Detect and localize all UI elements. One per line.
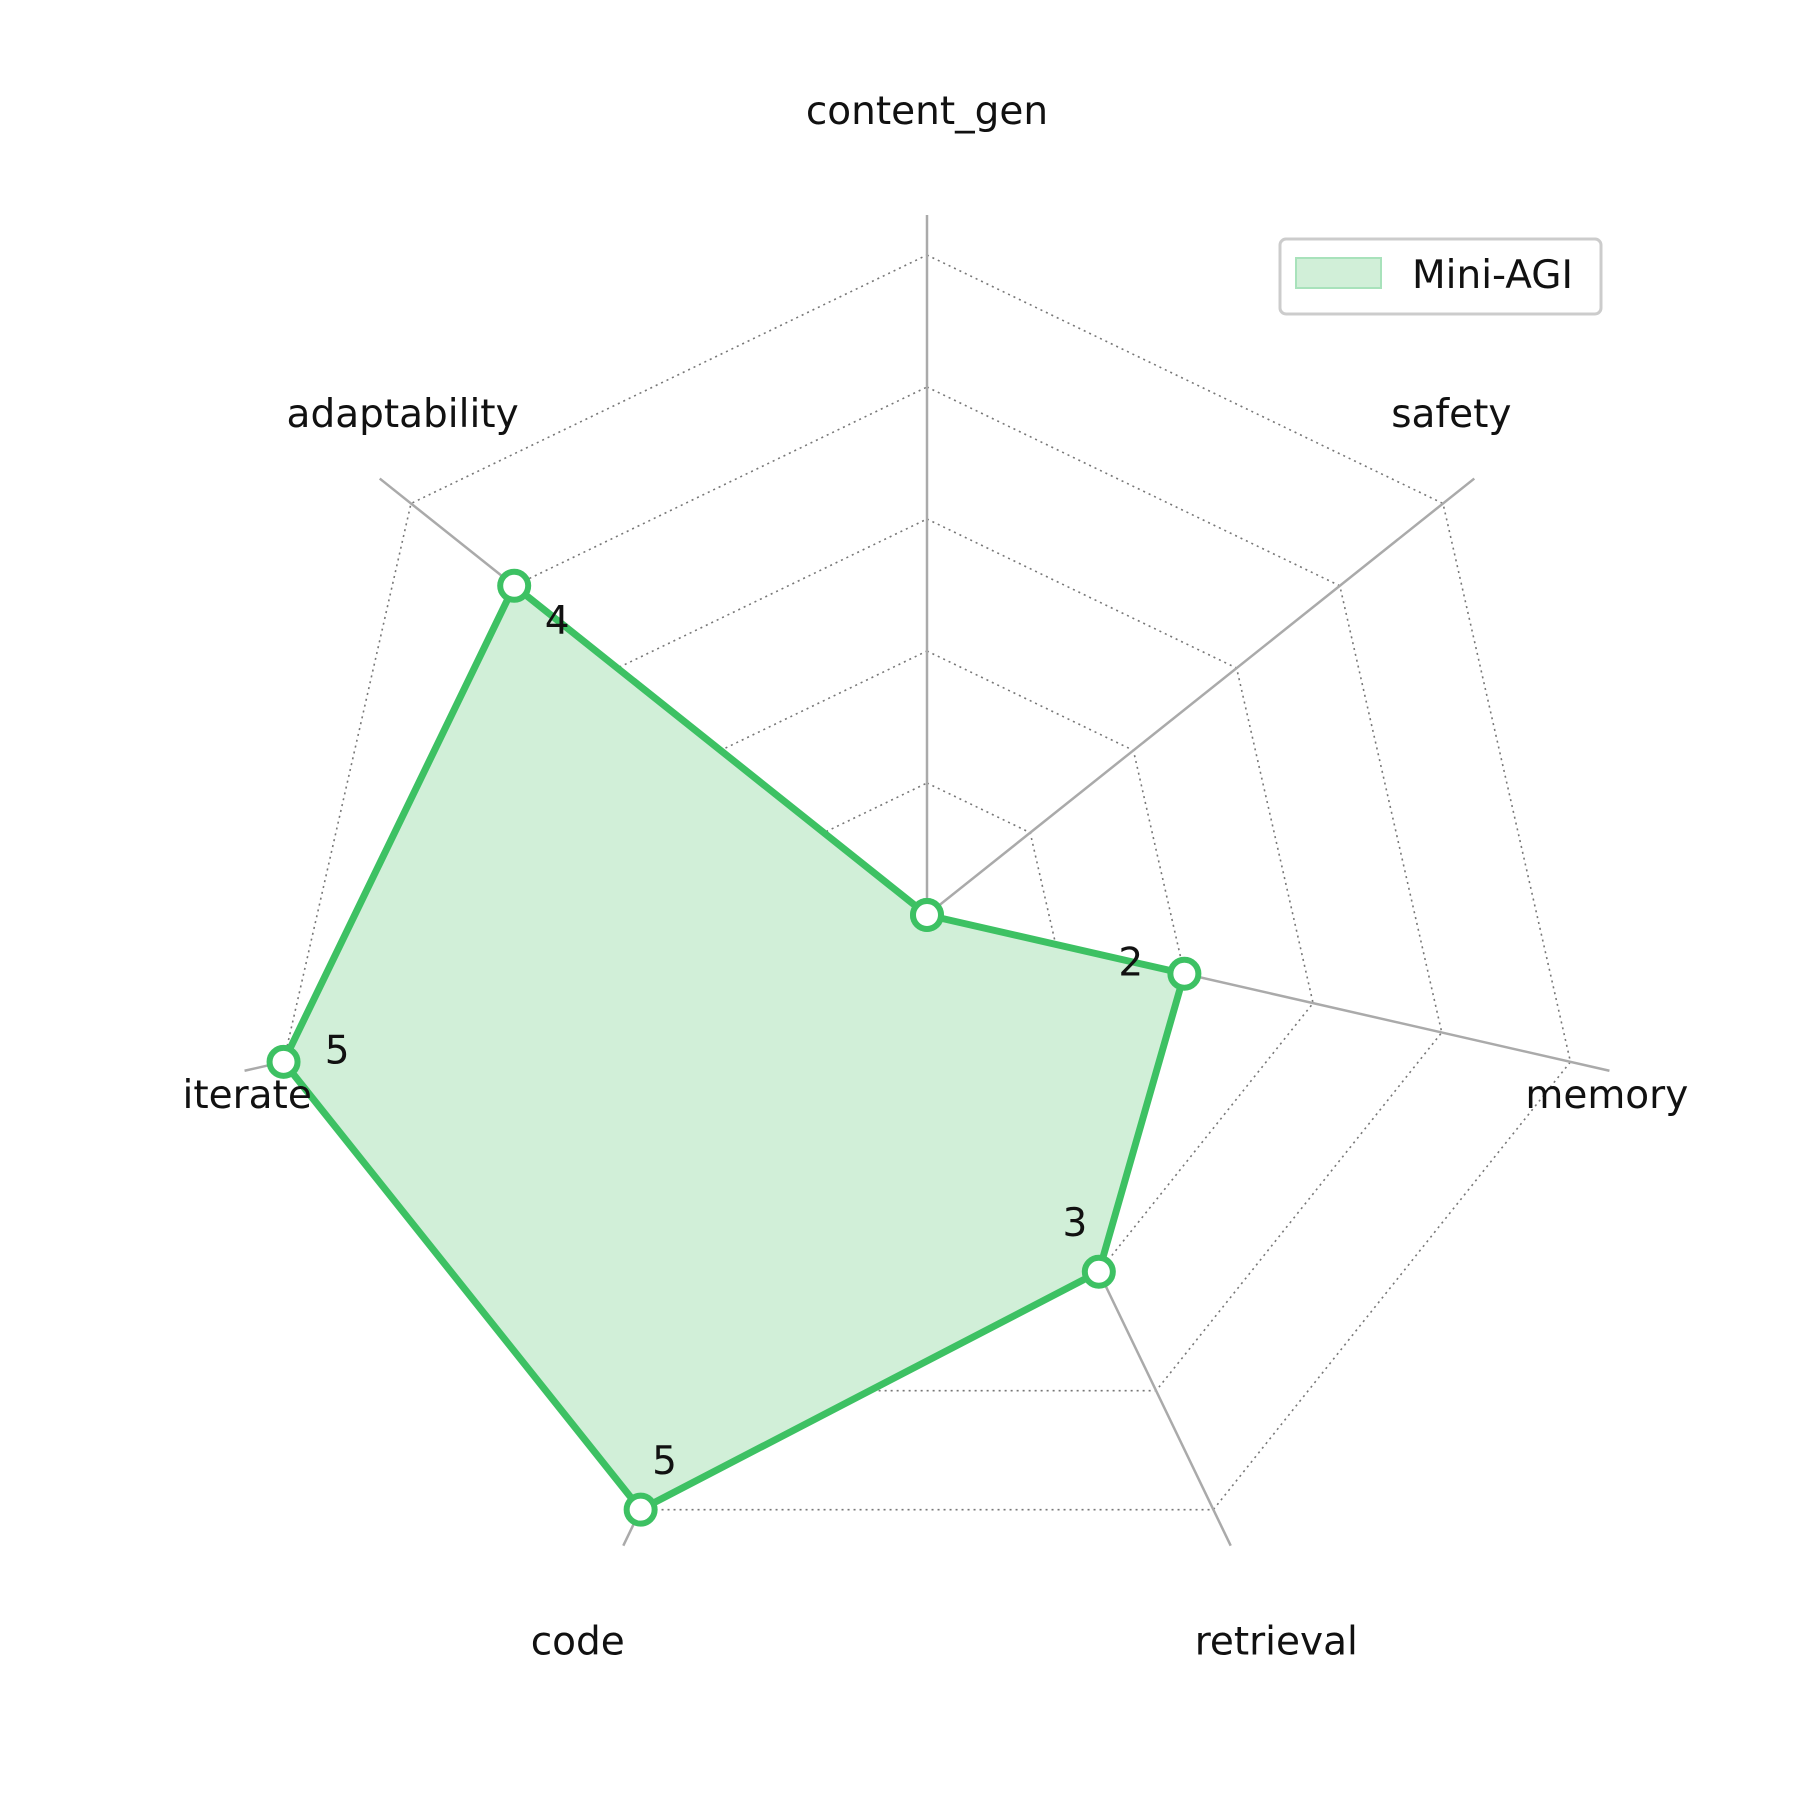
- data-point-adaptability: [497, 568, 532, 603]
- series-area-mini-agi: [283, 585, 1185, 1510]
- value-label-iterate: 5: [325, 1029, 350, 1074]
- grid-ring-1: [797, 782, 1057, 1035]
- legend: Mini-AGI: [1278, 237, 1603, 316]
- axis-label-safety: safety: [1391, 392, 1511, 437]
- value-labels: 2 3 5 5 4: [325, 599, 1143, 1484]
- value-label-adaptability: 4: [545, 599, 570, 644]
- series-layer: [266, 568, 1202, 1527]
- data-point-memory: [1167, 956, 1202, 991]
- axis-label-code: code: [531, 1619, 625, 1664]
- axis-label-memory: memory: [1525, 1073, 1688, 1118]
- value-label-memory: 2: [1118, 941, 1143, 986]
- data-point-safety: [910, 898, 944, 932]
- data-point-retrieval: [1081, 1254, 1116, 1289]
- axis-label-retrieval: retrieval: [1195, 1619, 1358, 1664]
- grid-ring-5: [282, 254, 1572, 1511]
- grid-ring-4: [411, 386, 1443, 1392]
- axis-label-content_gen: content_gen: [806, 89, 1048, 134]
- legend-label-mini-agi: Mini-AGI: [1412, 253, 1573, 298]
- value-label-code: 5: [652, 1439, 677, 1484]
- data-point-iterate: [266, 1044, 301, 1079]
- axis-label-adaptability: adaptability: [287, 392, 519, 437]
- spoke-safety: [926, 477, 1476, 916]
- data-point-code: [623, 1492, 658, 1527]
- axis-label-iterate: iterate: [183, 1073, 312, 1118]
- value-label-retrieval: 3: [1063, 1201, 1088, 1246]
- legend-swatch: [1295, 257, 1382, 289]
